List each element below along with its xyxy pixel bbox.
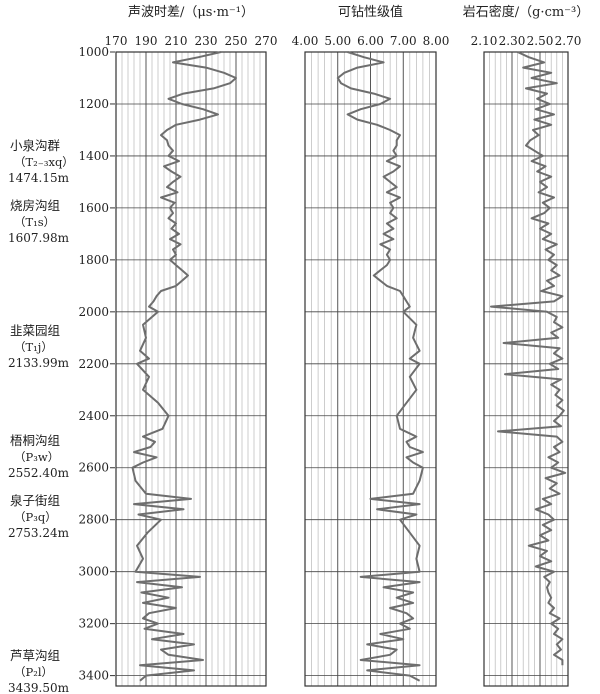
log-curve [131, 51, 237, 682]
x-tick-label: 2.30 [499, 34, 526, 48]
log-curve [490, 51, 567, 666]
formation-symbol: （P₂l） [14, 665, 53, 679]
depth-tick-label: 2200 [78, 357, 109, 371]
depth-tick-label: 1000 [78, 45, 109, 59]
formation-depth: 2552.40m [8, 466, 70, 480]
x-tick-label: 270 [255, 34, 278, 48]
x-tick-label: 210 [165, 34, 188, 48]
panel-title: 声波时差/（μs·m⁻¹） [128, 5, 254, 20]
formation-group: 泉子街组 （P₃q） 2753.24m [8, 493, 70, 540]
depth-axis: 1000 1200 1400 1600 1800 2000 2200 2400 2600 2800… [78, 45, 115, 683]
depth-tick-label: 1400 [78, 149, 109, 163]
log-curve [336, 51, 424, 682]
panel-frame [304, 51, 437, 687]
depth-tick-label: 1600 [78, 201, 109, 215]
x-tick-label: 5.00 [324, 34, 351, 48]
x-tick-label: 230 [195, 34, 218, 48]
formation-name: 韭菜园组 [10, 323, 60, 338]
x-tick-label: 250 [225, 34, 248, 48]
formation-depth: 3439.50m [8, 681, 70, 694]
depth-tick-label: 3200 [78, 617, 109, 631]
formation-group: 小泉沟群 （T₂₋₃xq） 1474.15m [8, 138, 74, 185]
formation-symbol: （T₂₋₃xq） [14, 155, 74, 169]
formation-name: 小泉沟群 [10, 138, 61, 153]
log-panel-density: 2.10 2.30 2.50 2.70 岩石密度/（g·cm⁻³） [463, 4, 590, 687]
formation-group: 梧桐沟组 （P₃w） 2552.40m [8, 433, 70, 480]
panel-frame [483, 51, 569, 687]
x-tick-label: 170 [105, 34, 128, 48]
formation-symbol: （P₃q） [14, 510, 57, 524]
depth-tick-label: 2600 [78, 461, 109, 475]
formation-depth: 1607.98m [8, 231, 70, 245]
depth-tick-label: 3000 [78, 565, 109, 579]
formation-depth: 2133.99m [8, 356, 70, 370]
x-tick-label: 6.00 [357, 34, 384, 48]
formation-name: 梧桐沟组 [10, 433, 60, 448]
panel-title: 岩石密度/（g·cm⁻³） [463, 4, 590, 20]
depth-tick-label: 2800 [78, 513, 109, 527]
panel-frame [115, 51, 267, 687]
x-tick-label: 2.70 [555, 34, 582, 48]
formation-depth: 2753.24m [8, 526, 70, 540]
x-tick-label: 4.00 [292, 34, 319, 48]
formation-name: 泉子街组 [10, 493, 60, 508]
formation-depth: 1474.15m [8, 171, 70, 185]
x-tick-label: 2.50 [527, 34, 554, 48]
x-tick-label: 8.00 [423, 34, 450, 48]
formation-group: 芦草沟组 （P₂l） 3439.50m [8, 648, 70, 694]
depth-tick-label: 1200 [78, 97, 109, 111]
formation-name: 烧房沟组 [10, 198, 60, 213]
formation-symbol: （P₃w） [14, 450, 59, 464]
x-tick-label: 2.10 [471, 34, 498, 48]
depth-tick-label: 2000 [78, 305, 109, 319]
panel-title: 可钻性级值 [338, 4, 403, 20]
formation-symbol: （T₁j） [14, 340, 53, 354]
depth-tick-label: 2400 [78, 409, 109, 423]
x-tick-label: 7.00 [390, 34, 417, 48]
log-panel-drillability: 4.00 5.00 6.00 7.00 8.00 可钻性级值 [292, 4, 450, 687]
formation-name: 芦草沟组 [10, 648, 60, 663]
formation-symbol: （T₁s） [14, 215, 55, 229]
formation-labels: 小泉沟群 （T₂₋₃xq） 1474.15m 烧房沟组 （T₁s） 1607.98m 韭菜园… [8, 138, 74, 694]
depth-tick-label: 3400 [78, 669, 109, 683]
formation-group: 烧房沟组 （T₁s） 1607.98m [8, 198, 70, 245]
depth-tick-label: 1800 [78, 253, 109, 267]
formation-group: 韭菜园组 （T₁j） 2133.99m [8, 323, 70, 370]
x-tick-label: 190 [135, 34, 158, 48]
